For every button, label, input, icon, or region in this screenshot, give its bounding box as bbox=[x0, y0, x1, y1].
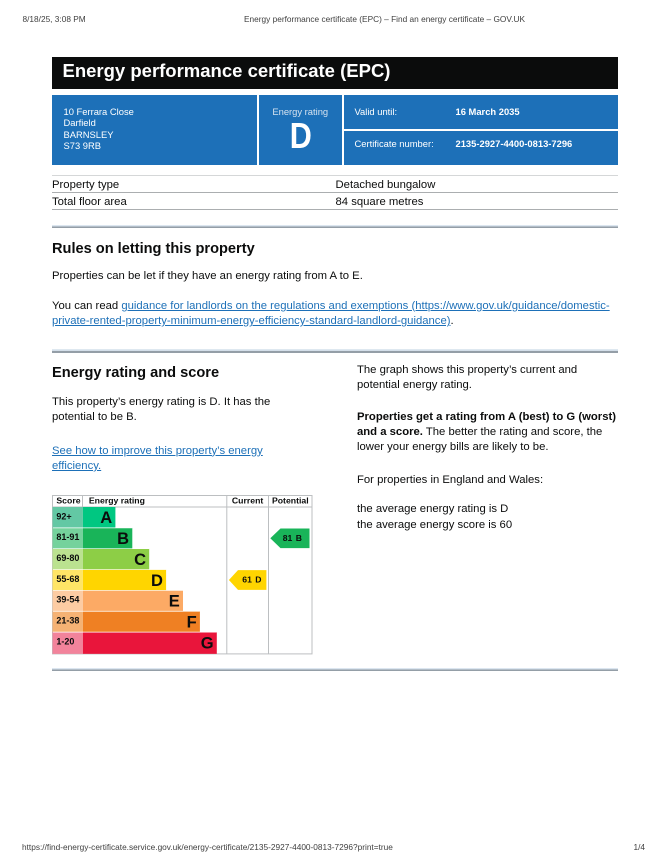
svg-text:1-20: 1-20 bbox=[56, 636, 74, 646]
svg-text:B: B bbox=[295, 532, 301, 542]
svg-text:69-80: 69-80 bbox=[56, 553, 79, 563]
svg-text:Energy rating: Energy rating bbox=[88, 495, 144, 505]
svg-text:C: C bbox=[134, 550, 146, 568]
svg-text:39-54: 39-54 bbox=[56, 594, 79, 604]
svg-text:Score: Score bbox=[56, 495, 80, 505]
svg-text:Current: Current bbox=[231, 495, 262, 505]
svg-text:D: D bbox=[255, 574, 261, 584]
svg-text:81: 81 bbox=[282, 532, 292, 542]
svg-text:A: A bbox=[100, 509, 112, 527]
svg-text:Potential: Potential bbox=[271, 495, 308, 505]
svg-text:E: E bbox=[168, 592, 179, 610]
svg-text:92+: 92+ bbox=[56, 511, 71, 521]
svg-text:G: G bbox=[200, 634, 213, 652]
svg-text:F: F bbox=[186, 613, 196, 631]
svg-text:81-91: 81-91 bbox=[56, 532, 79, 542]
svg-text:B: B bbox=[117, 530, 129, 548]
svg-text:D: D bbox=[150, 571, 162, 589]
svg-text:61: 61 bbox=[242, 574, 252, 584]
svg-text:55-68: 55-68 bbox=[56, 573, 79, 583]
svg-text:21-38: 21-38 bbox=[56, 615, 79, 625]
